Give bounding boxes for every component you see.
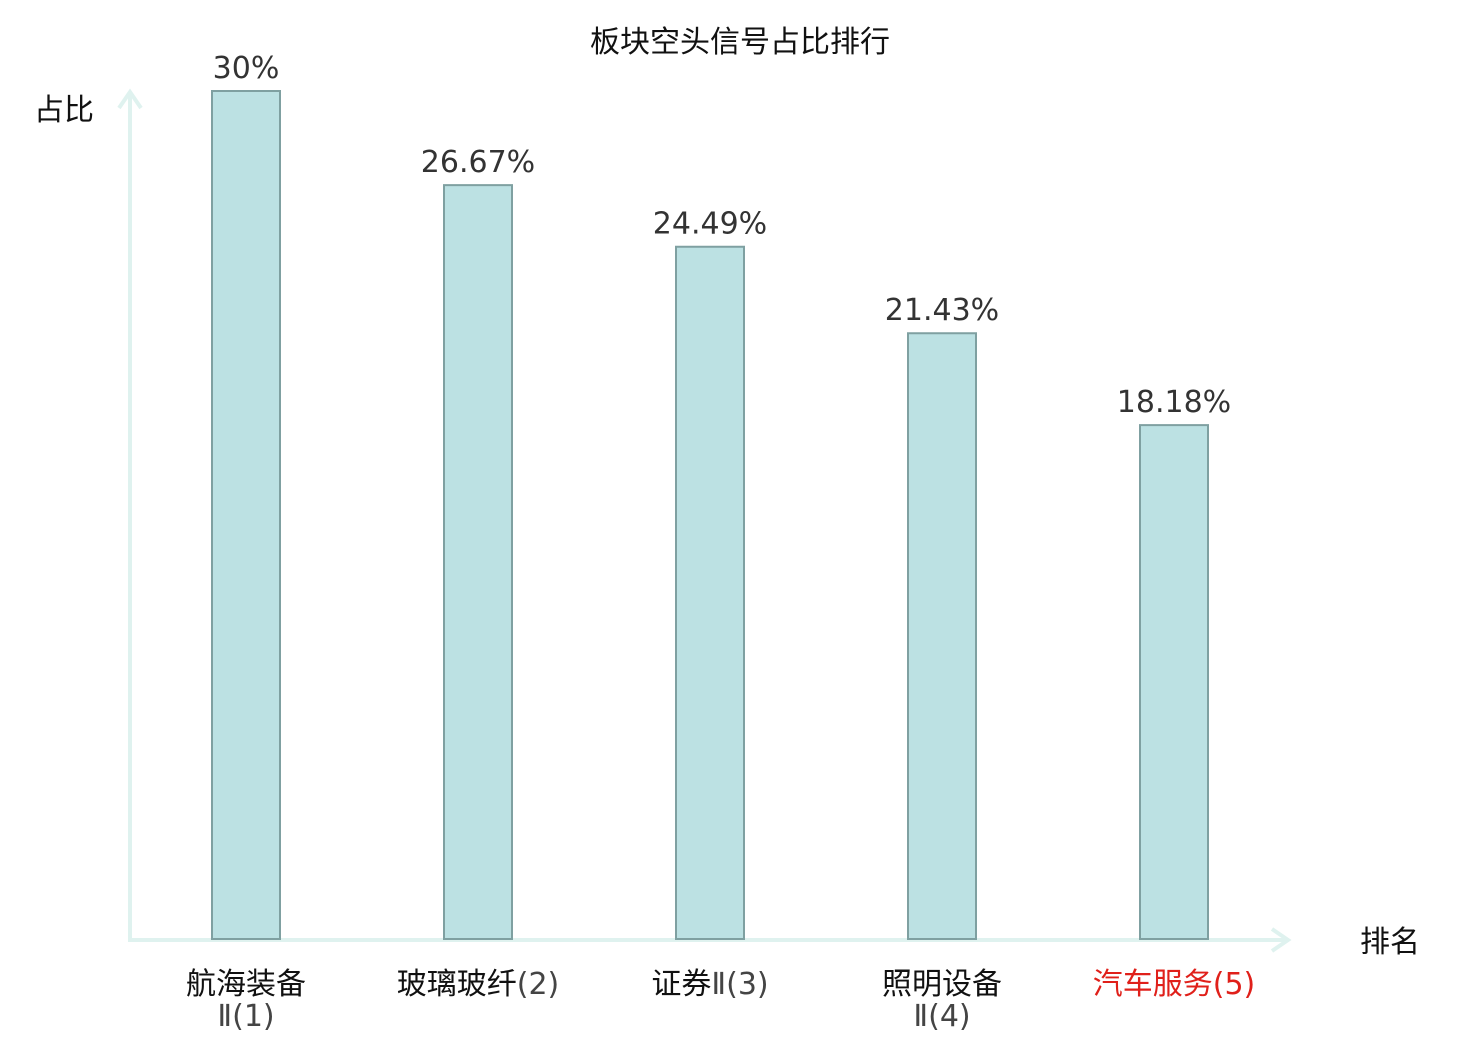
bar [443,184,513,941]
category-label: 汽车服务(5) [1093,967,1256,1002]
x-axis-arrow-icon [1270,927,1292,953]
category-rank: (2) [517,967,560,1002]
bars-group [211,90,1209,941]
chart-title: 板块空头信号占比排行 [590,25,890,60]
y-axis-arrow-icon [117,88,143,110]
category-name: 证券 [651,967,711,1002]
category-rank-label: Ⅱ(1) [217,999,274,1034]
bar-value-label: 18.18% [1117,385,1231,420]
y-axis-label: 占比 [34,93,94,128]
x-axis-label: 排名 [1360,925,1420,960]
category-name: 玻璃玻纤 [397,967,517,1002]
bar-value-label: 26.67% [421,145,535,180]
bar-value-label: 24.49% [653,207,767,242]
bar [211,90,281,940]
category-rank: Ⅱ(3) [711,967,768,1002]
bar [675,245,745,940]
category-name: 汽车服务 [1093,967,1213,1002]
category-rank-label: Ⅱ(4) [913,999,970,1034]
category-label: 玻璃玻纤(2) [397,967,560,1002]
category-rank: (5) [1213,967,1256,1002]
category-label: 照明设备 [882,967,1002,1002]
category-label: 证券Ⅱ(3) [651,967,768,1002]
bar [1139,424,1209,940]
bar-value-label: 30% [213,51,280,86]
category-label: 航海装备 [186,967,306,1002]
bar [907,332,977,940]
bar-value-label: 21.43% [885,293,999,328]
